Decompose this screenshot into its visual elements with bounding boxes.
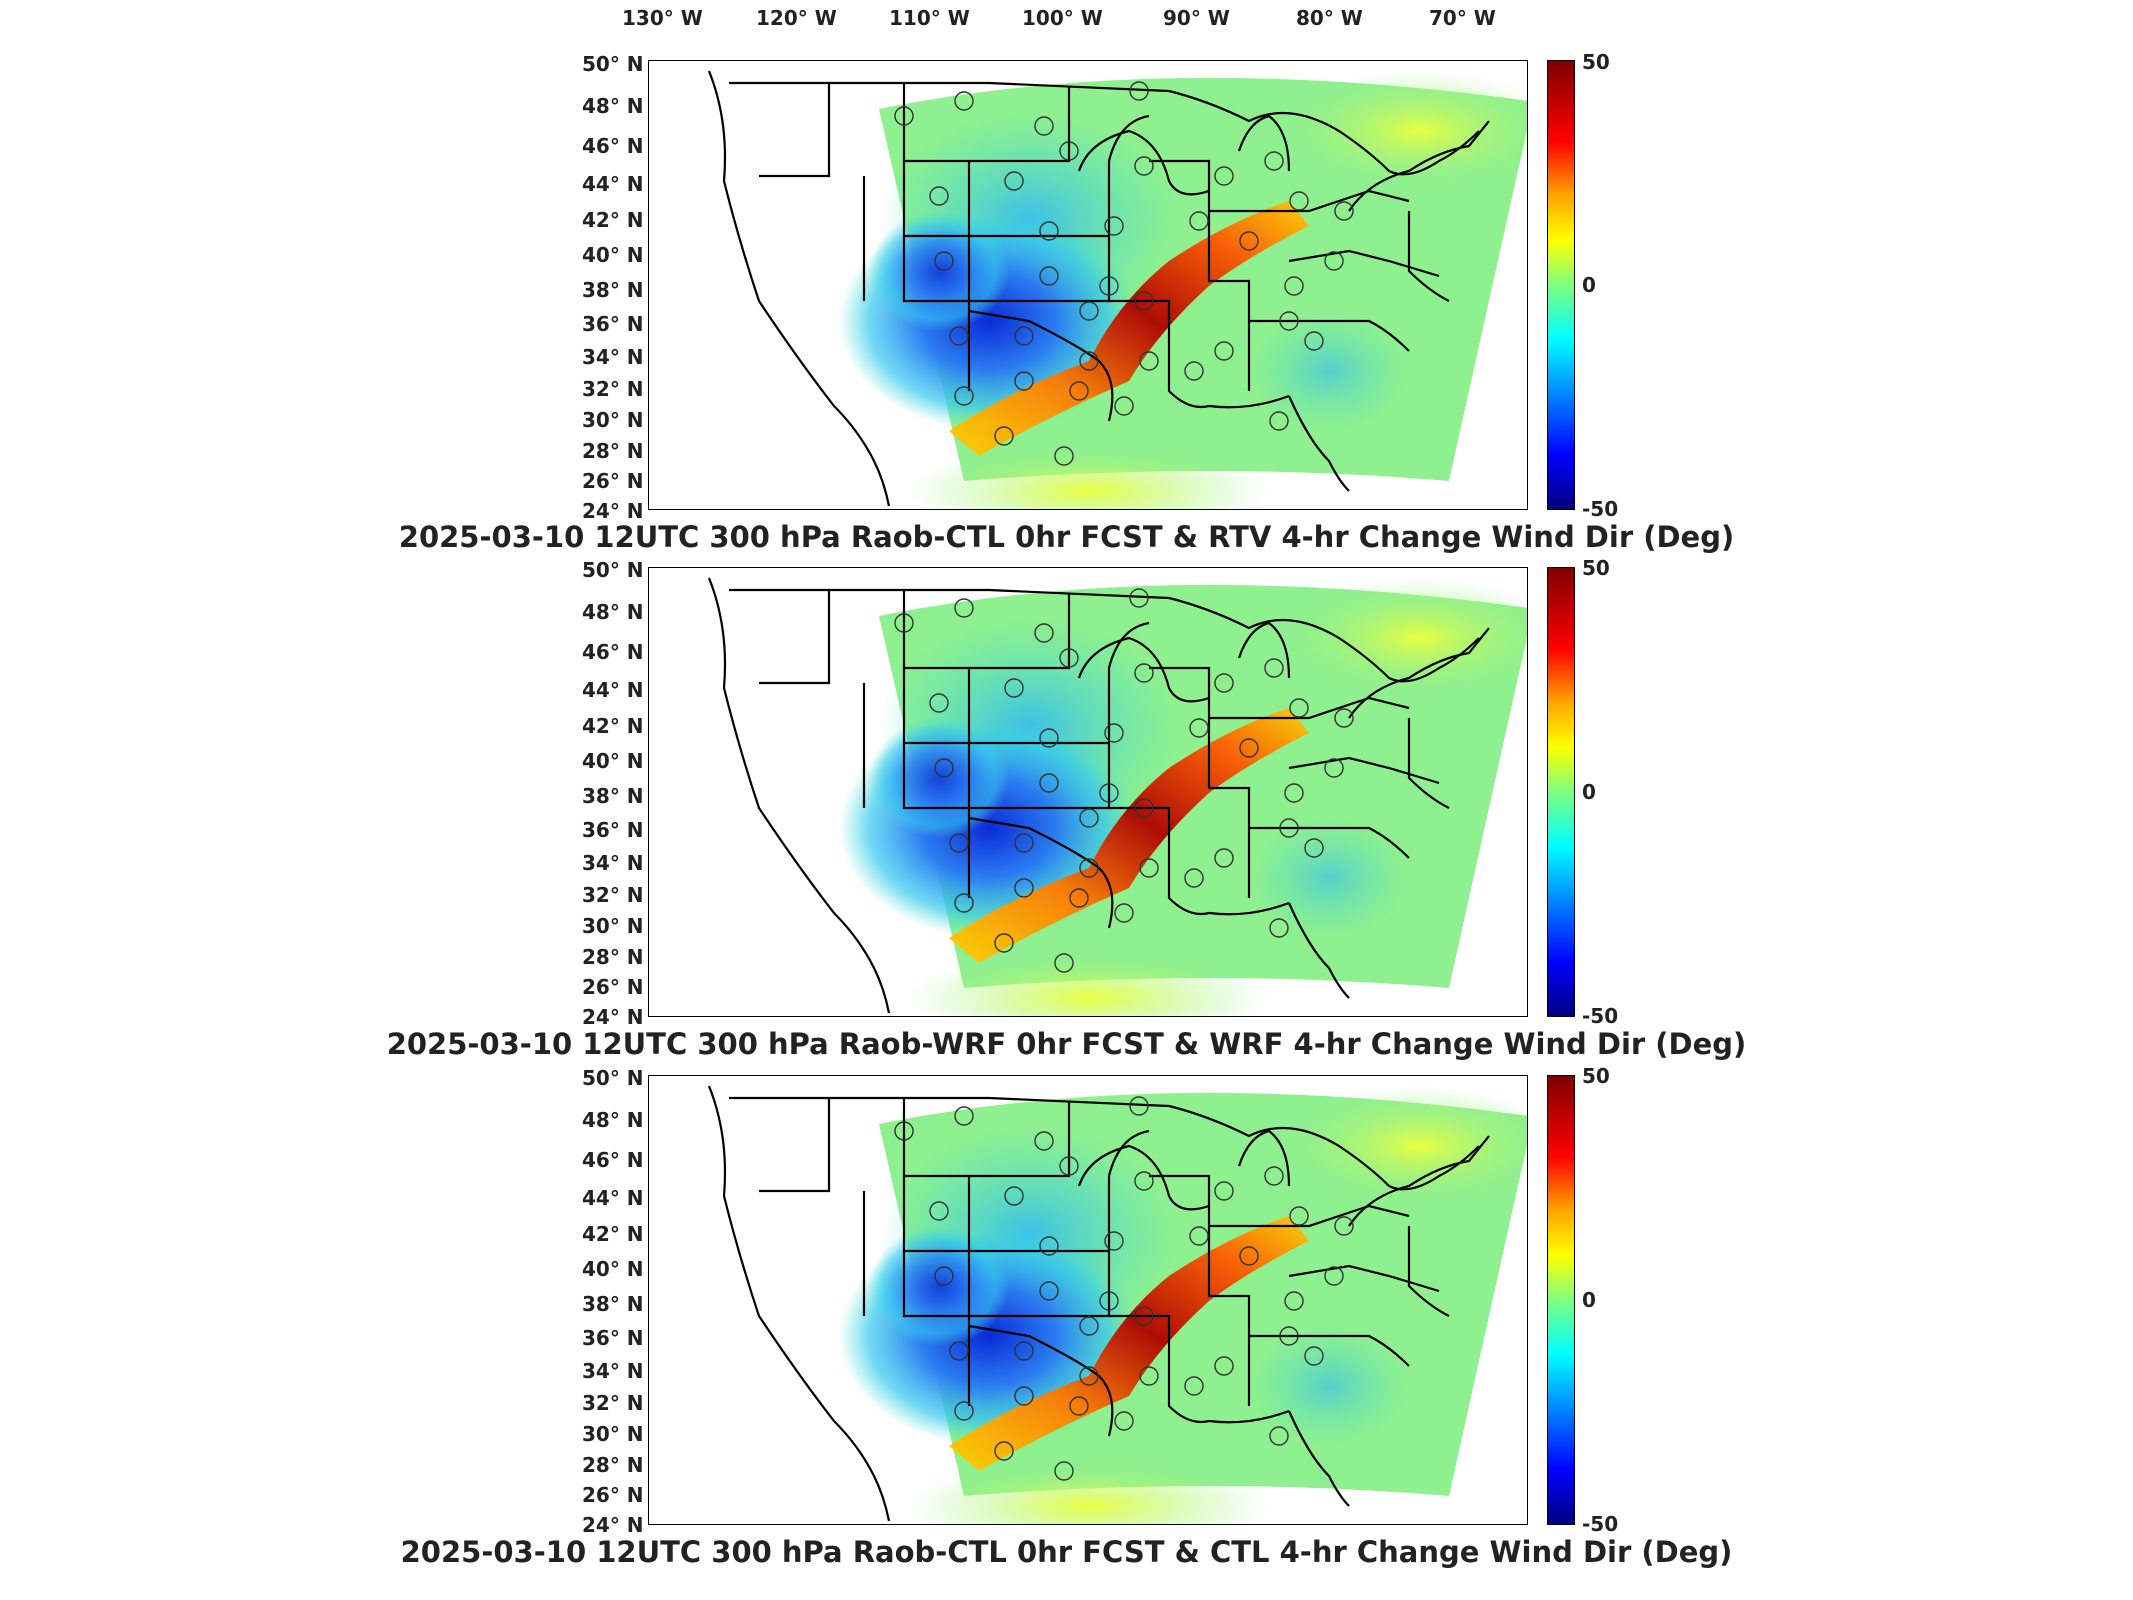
lat-label: 34° N bbox=[582, 345, 644, 369]
panel-title: 2025-03-10 12UTC 300 hPa Raob-WRF 0hr FC… bbox=[386, 1027, 1747, 1061]
lat-label: 40° N bbox=[582, 749, 644, 773]
lat-label: 28° N bbox=[582, 1453, 644, 1477]
lat-label: 38° N bbox=[582, 1292, 644, 1316]
lon-label: 70° W bbox=[1429, 6, 1496, 30]
lat-label: 28° N bbox=[582, 945, 644, 969]
lon-label: 110° W bbox=[889, 6, 970, 30]
lon-label: 90° W bbox=[1163, 6, 1230, 30]
lat-label: 28° N bbox=[582, 439, 644, 463]
lat-label: 44° N bbox=[582, 1186, 644, 1210]
colorbar-max-label: 50 bbox=[1582, 556, 1610, 580]
colorbar-mid-label: 0 bbox=[1582, 273, 1596, 297]
lat-label: 36° N bbox=[582, 818, 644, 842]
lat-label: 34° N bbox=[582, 1359, 644, 1383]
lat-label: 38° N bbox=[582, 278, 644, 302]
map-canvas bbox=[707, 1084, 1527, 1524]
lon-label: 120° W bbox=[756, 6, 837, 30]
lat-label: 24° N bbox=[582, 499, 644, 523]
lat-label: 32° N bbox=[582, 377, 644, 401]
lat-label: 26° N bbox=[582, 975, 644, 999]
lat-label: 26° N bbox=[582, 1483, 644, 1507]
colorbar bbox=[1547, 60, 1575, 510]
lat-label: 44° N bbox=[582, 172, 644, 196]
lat-label: 50° N bbox=[582, 52, 644, 76]
colorbar-max-label: 50 bbox=[1582, 1064, 1610, 1088]
lat-label: 30° N bbox=[582, 914, 644, 938]
lat-label: 32° N bbox=[582, 1391, 644, 1415]
lat-label: 42° N bbox=[582, 714, 644, 738]
lat-label: 40° N bbox=[582, 1257, 644, 1281]
map-canvas bbox=[707, 69, 1527, 509]
lon-label: 100° W bbox=[1022, 6, 1103, 30]
colorbar bbox=[1547, 567, 1575, 1017]
lon-label: 130° W bbox=[622, 6, 703, 30]
colorbar-max-label: 50 bbox=[1582, 50, 1610, 74]
colorbar-min-label: -50 bbox=[1582, 497, 1619, 521]
longitude-axis: 130° W 120° W 110° W 100° W 90° W 80° W … bbox=[0, 0, 2133, 40]
lat-label: 24° N bbox=[582, 1513, 644, 1537]
panel-title: 2025-03-10 12UTC 300 hPa Raob-CTL 0hr FC… bbox=[398, 520, 1735, 554]
lat-label: 44° N bbox=[582, 678, 644, 702]
lat-label: 26° N bbox=[582, 469, 644, 493]
map-frame bbox=[648, 567, 1528, 1017]
lat-label: 46° N bbox=[582, 1148, 644, 1172]
map-frame bbox=[648, 60, 1528, 510]
lat-label: 36° N bbox=[582, 1326, 644, 1350]
lat-label: 46° N bbox=[582, 640, 644, 664]
lat-label: 48° N bbox=[582, 1108, 644, 1132]
lat-label: 30° N bbox=[582, 1422, 644, 1446]
lat-label: 48° N bbox=[582, 94, 644, 118]
colorbar-mid-label: 0 bbox=[1582, 1288, 1596, 1312]
lat-label: 30° N bbox=[582, 408, 644, 432]
colorbar bbox=[1547, 1075, 1575, 1525]
colorbar-min-label: -50 bbox=[1582, 1512, 1619, 1536]
lon-label: 80° W bbox=[1296, 6, 1363, 30]
lat-label: 42° N bbox=[582, 208, 644, 232]
map-frame bbox=[648, 1075, 1528, 1525]
colorbar-mid-label: 0 bbox=[1582, 780, 1596, 804]
panel-title: 2025-03-10 12UTC 300 hPa Raob-CTL 0hr FC… bbox=[400, 1535, 1733, 1569]
lat-label: 48° N bbox=[582, 600, 644, 624]
lat-label: 38° N bbox=[582, 784, 644, 808]
colorbar-min-label: -50 bbox=[1582, 1004, 1619, 1028]
lat-label: 24° N bbox=[582, 1005, 644, 1029]
lat-label: 42° N bbox=[582, 1222, 644, 1246]
lat-label: 32° N bbox=[582, 883, 644, 907]
map-canvas bbox=[707, 576, 1527, 1016]
lat-label: 50° N bbox=[582, 558, 644, 582]
lat-label: 34° N bbox=[582, 851, 644, 875]
lat-label: 46° N bbox=[582, 134, 644, 158]
lat-label: 36° N bbox=[582, 312, 644, 336]
lat-label: 40° N bbox=[582, 243, 644, 267]
lat-label: 50° N bbox=[582, 1066, 644, 1090]
